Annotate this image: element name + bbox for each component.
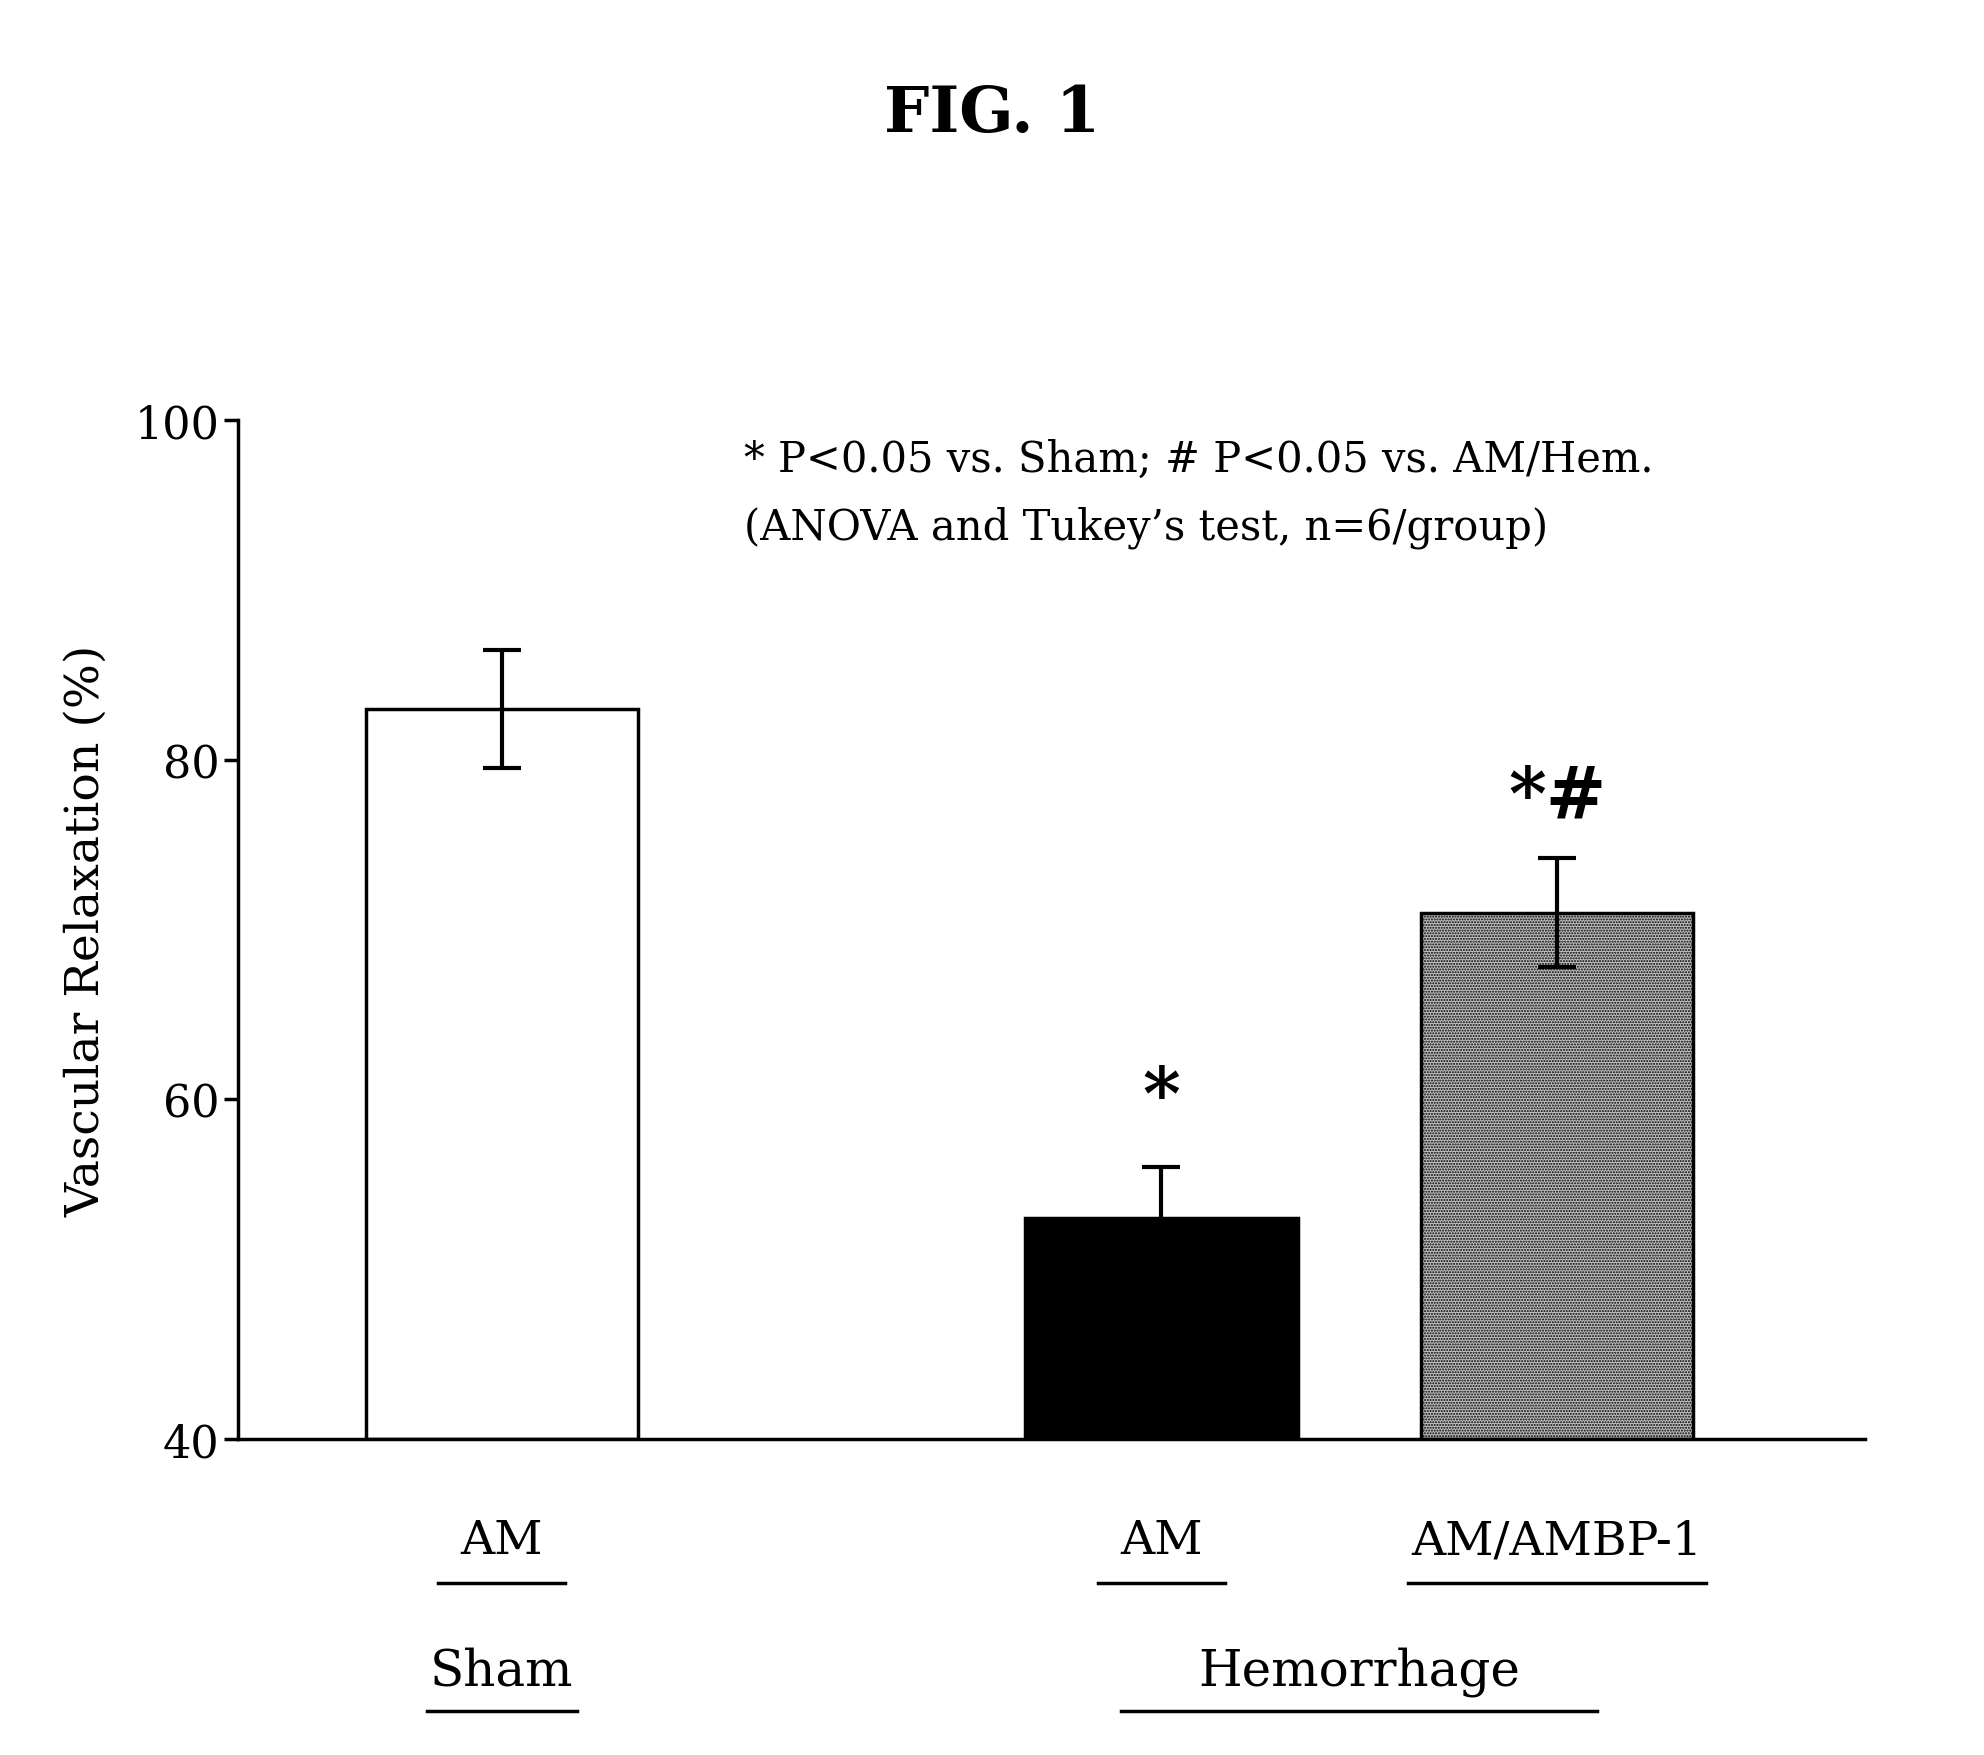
Text: *#: *# — [1508, 762, 1607, 834]
Text: AM: AM — [460, 1518, 544, 1564]
Bar — [365, 709, 639, 1439]
Bar — [1421, 913, 1694, 1439]
Text: (ANOVA and Tukey’s test, n=6/group): (ANOVA and Tukey’s test, n=6/group) — [744, 505, 1548, 549]
Text: Hemorrhage: Hemorrhage — [1198, 1646, 1520, 1695]
Text: FIG. 1: FIG. 1 — [885, 84, 1099, 144]
Text: * P<0.05 vs. Sham; # P<0.05 vs. AM/Hem.: * P<0.05 vs. Sham; # P<0.05 vs. AM/Hem. — [744, 439, 1653, 481]
Text: *: * — [1143, 1064, 1180, 1134]
Text: AM: AM — [1121, 1518, 1202, 1564]
Text: AM/AMBP-1: AM/AMBP-1 — [1413, 1518, 1702, 1564]
Text: Sham: Sham — [431, 1646, 573, 1695]
Y-axis label: Vascular Relaxation (%): Vascular Relaxation (%) — [63, 644, 109, 1216]
Bar — [1026, 1218, 1298, 1439]
